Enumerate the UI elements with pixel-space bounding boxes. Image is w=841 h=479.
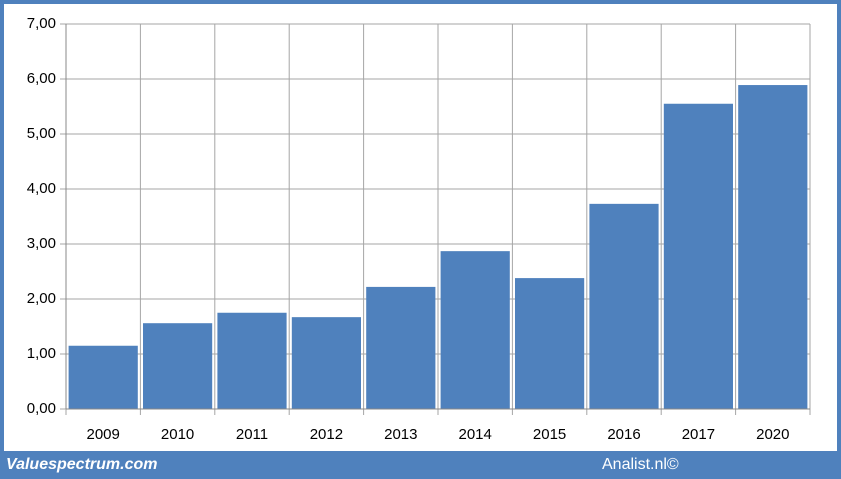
footer-left: Valuespectrum.com bbox=[6, 456, 157, 473]
x-tick-label: 2016 bbox=[607, 426, 640, 443]
y-tick-label: 2,00 bbox=[27, 290, 56, 307]
y-tick-label: 7,00 bbox=[27, 15, 56, 32]
bar bbox=[589, 203, 659, 409]
x-tick-label: 2009 bbox=[87, 426, 120, 443]
y-tick-label: 1,00 bbox=[27, 345, 56, 362]
bar bbox=[663, 103, 733, 409]
x-tick-label: 2017 bbox=[682, 426, 715, 443]
x-tick-label: 2013 bbox=[384, 426, 417, 443]
bar bbox=[366, 286, 436, 409]
x-tick-label: 2012 bbox=[310, 426, 343, 443]
bar bbox=[143, 323, 213, 409]
x-tick-label: 2011 bbox=[236, 426, 268, 443]
bar bbox=[515, 278, 585, 409]
bar bbox=[217, 312, 287, 409]
bar bbox=[738, 85, 808, 410]
y-tick-label: 4,00 bbox=[27, 180, 56, 197]
y-tick-label: 5,00 bbox=[27, 125, 56, 142]
y-tick-label: 0,00 bbox=[27, 400, 56, 417]
bar bbox=[68, 345, 138, 409]
bar bbox=[291, 317, 361, 409]
x-tick-label: 2015 bbox=[533, 426, 566, 443]
y-tick-label: 6,00 bbox=[27, 70, 56, 87]
bar bbox=[440, 251, 510, 409]
x-tick-label: 2010 bbox=[161, 426, 194, 443]
x-tick-label: 2014 bbox=[459, 426, 492, 443]
x-tick-label: 2020 bbox=[756, 426, 789, 443]
footer-right: Analist.nl© bbox=[602, 456, 679, 473]
y-tick-label: 3,00 bbox=[27, 235, 56, 252]
